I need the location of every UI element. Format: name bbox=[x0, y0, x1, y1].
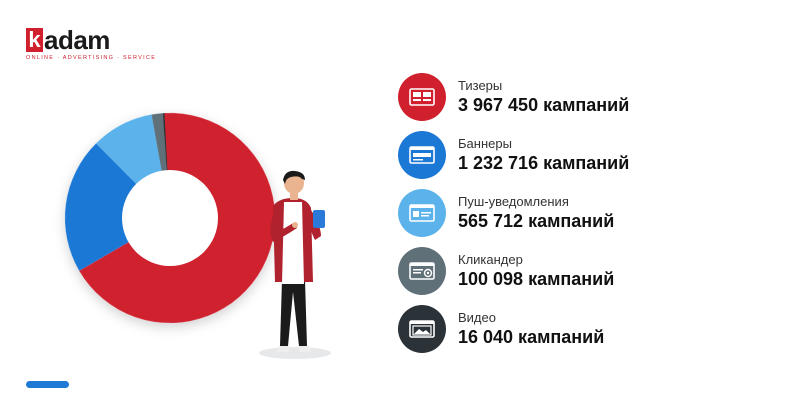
push-notification-icon bbox=[409, 204, 435, 222]
legend-item-teasers: Тизеры 3 967 450 кампаний bbox=[398, 68, 629, 126]
logo-wordmark: k adam bbox=[26, 27, 156, 53]
legend-count: 1 232 716 кампаний bbox=[458, 153, 630, 173]
legend-label: Баннеры bbox=[458, 136, 512, 151]
legend-item-banners: Баннеры 1 232 716 кампаний bbox=[398, 126, 629, 184]
legend-circle bbox=[398, 247, 446, 295]
legend-label: Пуш-уведомления bbox=[458, 194, 569, 209]
legend-count: 3 967 450 кампаний bbox=[458, 95, 630, 115]
legend-count: 16 040 кампаний bbox=[458, 327, 605, 347]
legend: Тизеры 3 967 450 кампаний Баннеры 1 232 … bbox=[398, 68, 629, 358]
legend-item-video: Видео 16 040 кампаний bbox=[398, 300, 629, 358]
legend-circle bbox=[398, 189, 446, 237]
legend-item-clickunder: Кликандер 100 098 кампаний bbox=[398, 242, 629, 300]
progress-indicator bbox=[26, 381, 69, 388]
legend-circle bbox=[398, 305, 446, 353]
legend-circle bbox=[398, 131, 446, 179]
legend-label: Тизеры bbox=[458, 78, 503, 93]
video-icon bbox=[409, 320, 435, 338]
legend-circle bbox=[398, 73, 446, 121]
man-with-phone-illustration bbox=[259, 170, 331, 359]
kadam-logo: k adam ONLINE · ADVERTISING · SERVICE bbox=[26, 27, 156, 61]
banner-icon bbox=[409, 146, 435, 164]
logo-k: k bbox=[26, 28, 43, 52]
legend-item-push: Пуш-уведомления 565 712 кампаний bbox=[398, 184, 629, 242]
logo-text: adam bbox=[44, 25, 110, 55]
pie-slice-2 bbox=[65, 143, 170, 271]
legend-count: 565 712 кампаний bbox=[458, 211, 615, 231]
logo-tagline: ONLINE · ADVERTISING · SERVICE bbox=[26, 55, 157, 61]
clickunder-icon bbox=[409, 262, 435, 280]
teaser-icon bbox=[409, 88, 435, 106]
legend-label: Видео bbox=[458, 310, 496, 325]
legend-count: 100 098 кампаний bbox=[458, 269, 615, 289]
legend-label: Кликандер bbox=[458, 252, 523, 267]
donut-chart bbox=[65, 113, 275, 323]
donut-hole bbox=[122, 170, 218, 266]
